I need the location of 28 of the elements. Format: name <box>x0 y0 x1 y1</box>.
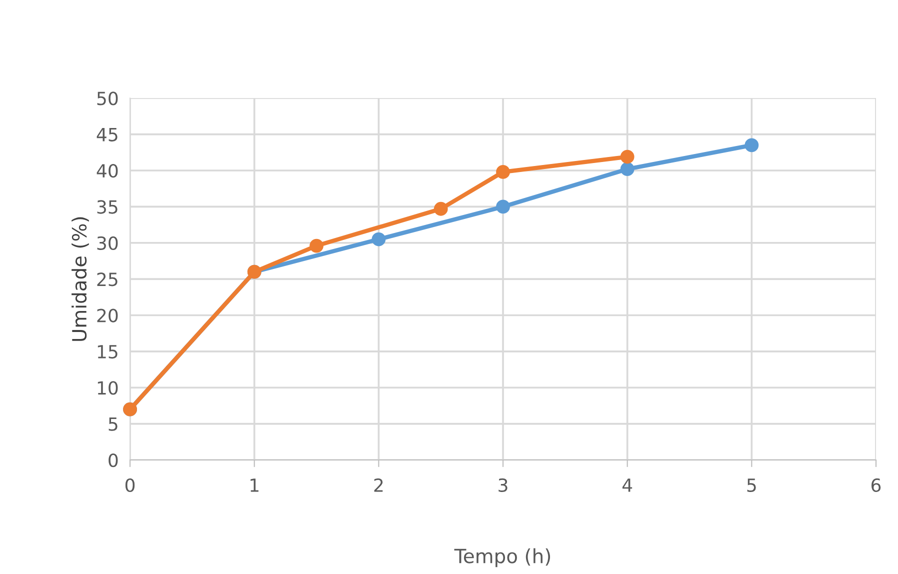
point <box>434 202 448 216</box>
y-tick-label: 0 <box>108 453 118 468</box>
y-tick-label: 15 <box>98 345 118 359</box>
y-tick-label: 35 <box>97 200 118 214</box>
y-tick-label: 20 <box>97 308 118 322</box>
point <box>620 150 634 164</box>
y-tick-label: 10 <box>98 381 118 395</box>
y-tick-label: 40 <box>96 164 118 178</box>
x-tick-label: 6 <box>872 478 881 492</box>
point <box>496 200 510 214</box>
point <box>744 138 759 152</box>
x-tick-label: 0 <box>125 478 135 492</box>
x-tick-label: 3 <box>498 478 508 492</box>
x-tick-label: 4 <box>622 478 632 492</box>
point <box>372 232 386 246</box>
point <box>310 238 324 253</box>
x-tick-label: 5 <box>747 478 756 492</box>
y-tick-label: 45 <box>96 128 118 142</box>
y-axis-title: Umidade (%) <box>72 217 89 341</box>
y-tick-label: 30 <box>97 236 118 250</box>
y-tick-label: 5 <box>108 418 118 431</box>
point <box>620 162 634 176</box>
x-tick-label: 2 <box>374 478 383 492</box>
point <box>496 165 510 179</box>
x-tick-label: 1 <box>250 478 258 492</box>
y-tick-label: 25 <box>97 272 118 286</box>
x-axis-title: Tempo (h) <box>454 548 550 568</box>
y-tick-label: 50 <box>97 92 118 106</box>
